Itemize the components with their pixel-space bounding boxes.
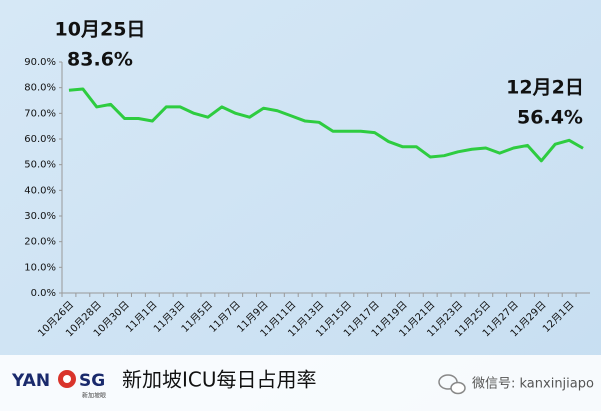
y-tick-label: 60.0% xyxy=(24,134,56,145)
data-line xyxy=(68,87,584,163)
y-tick-label: 80.0% xyxy=(24,83,56,94)
wechat-id: 微信号: kanxinjiapo xyxy=(472,377,594,392)
y-tick-label: 10.0% xyxy=(24,262,56,273)
annotation: 10月25日 xyxy=(55,19,146,41)
caption: 新加坡ICU每日占用率 xyxy=(122,368,317,392)
logo: YAN xyxy=(11,371,50,391)
y-tick-label: 40.0% xyxy=(24,185,56,196)
wechat-icon xyxy=(450,381,466,395)
y-tick-label: 30.0% xyxy=(24,211,56,222)
annotation: 83.6% xyxy=(67,49,133,71)
y-tick-label: 0.0% xyxy=(31,288,56,299)
y-tick-label: 70.0% xyxy=(24,108,56,119)
annotation: 12月2日 xyxy=(506,77,584,99)
logo-mark xyxy=(63,375,71,383)
y-tick-label: 20.0% xyxy=(24,237,56,248)
logo: SG xyxy=(79,371,105,391)
footer-band xyxy=(0,355,601,411)
logo-small: 新加坡眼 xyxy=(82,392,106,400)
y-tick-label: 50.0% xyxy=(24,160,56,171)
y-tick-label: 90.0% xyxy=(24,57,56,68)
annotation: 56.4% xyxy=(517,107,583,129)
